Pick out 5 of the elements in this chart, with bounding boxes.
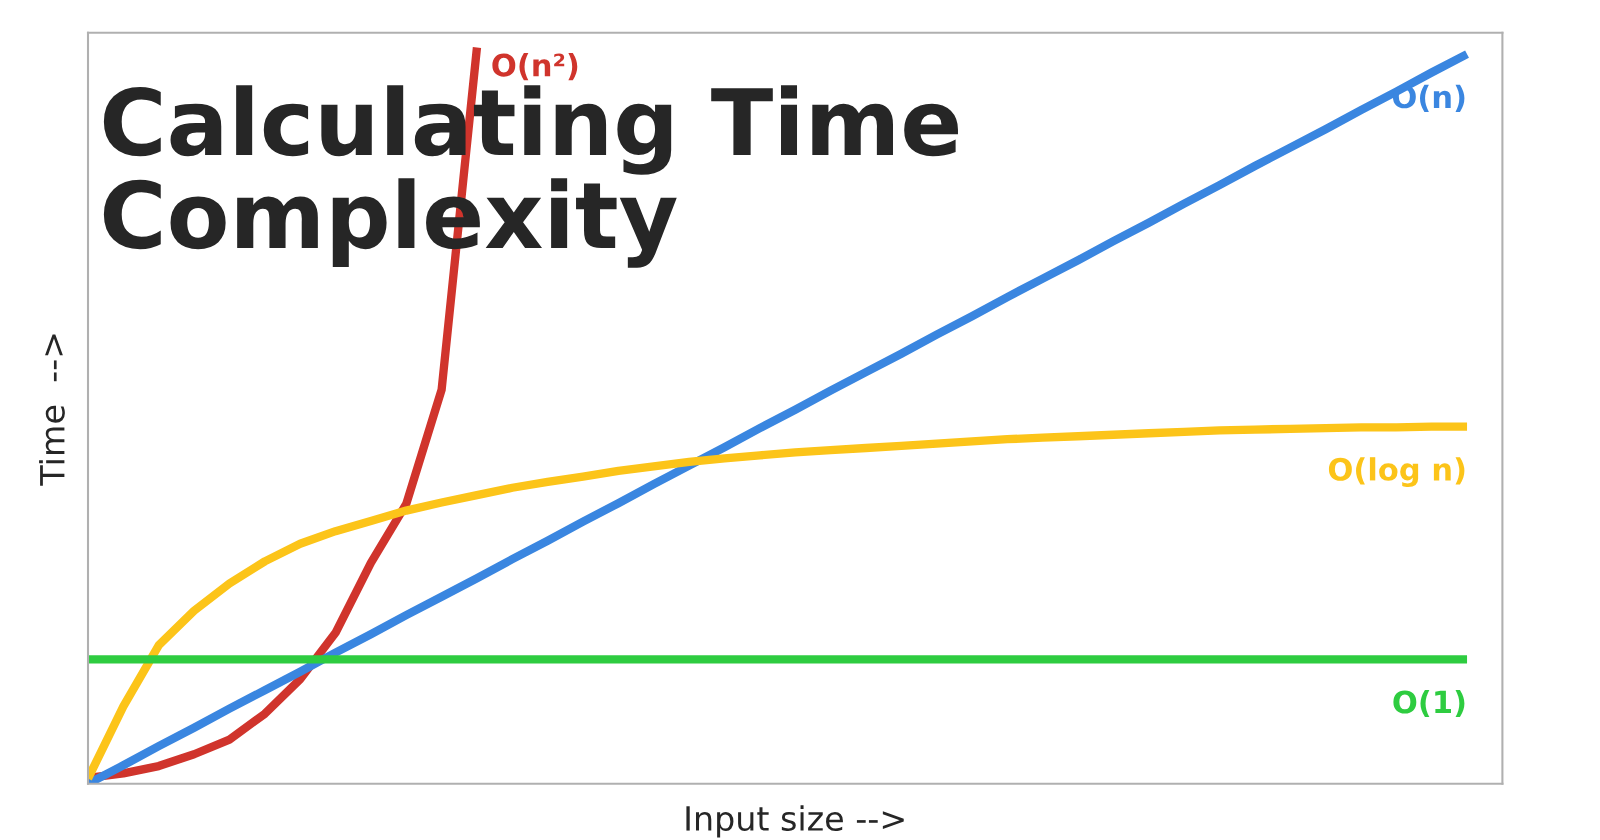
series-label: O(1) <box>1393 689 1465 718</box>
series-label: O(n²) <box>492 53 578 81</box>
y-axis-title: Time --> <box>39 334 65 486</box>
x-axis-title: Input size --> <box>686 805 904 838</box>
series-label: O(log n) <box>1328 457 1465 488</box>
